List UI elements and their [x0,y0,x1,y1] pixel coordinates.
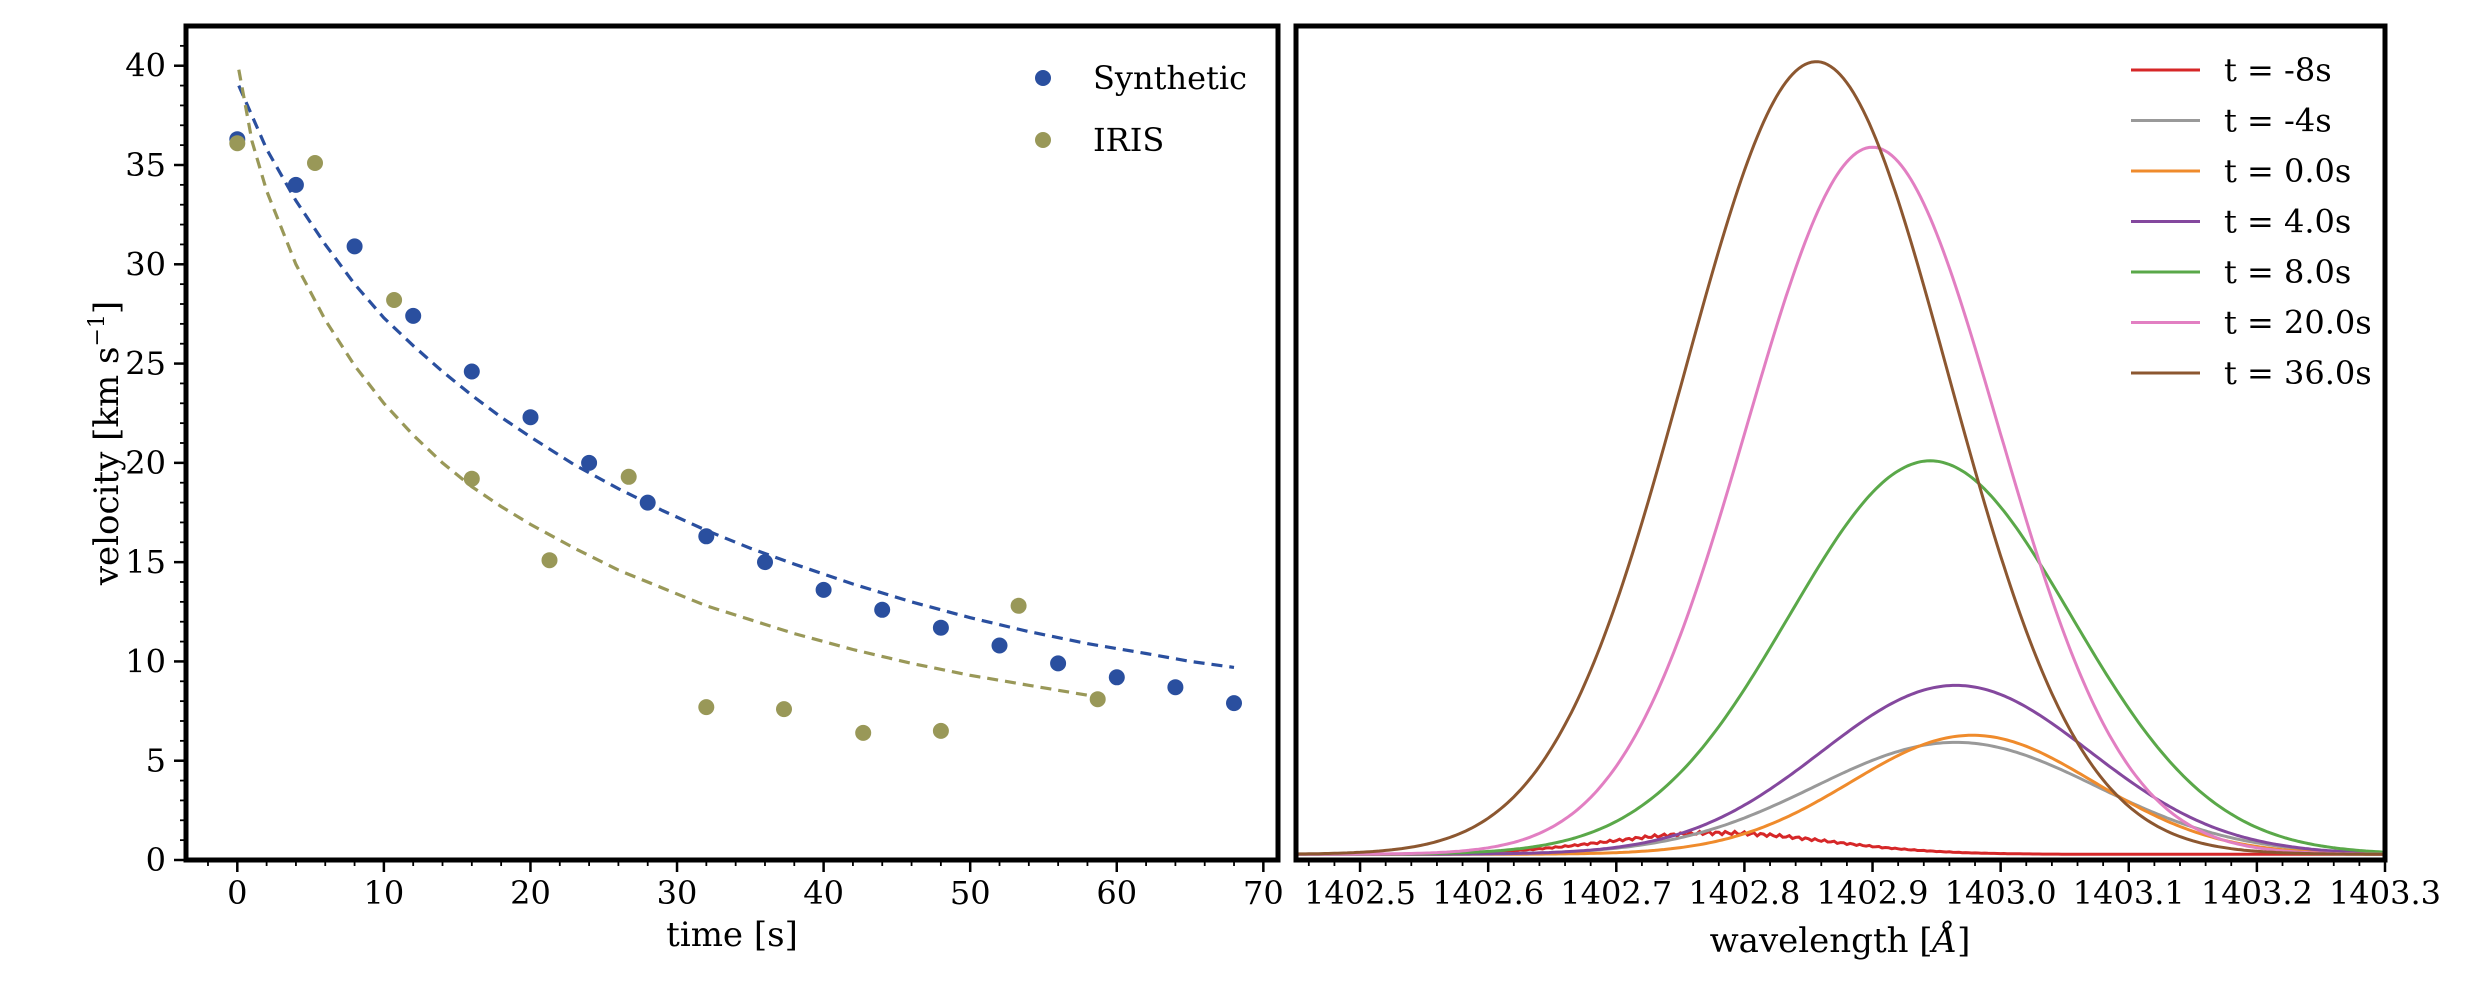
data-point-synthetic [991,637,1008,654]
data-point-synthetic [346,238,363,255]
y-axis-label: velocity [km s−1] [85,301,127,586]
x-tick-label: 10 [364,874,405,912]
x-tick-label: 60 [1096,874,1137,912]
data-point-synthetic [581,454,598,471]
profile-line-6 [1295,60,2385,856]
data-point-synthetic [1108,669,1125,686]
data-point-iris [855,724,872,741]
data-point-synthetic [639,494,656,511]
profile-line-5 [1296,145,2385,856]
y-tick-label: 0 [146,841,166,879]
x-tick-label: 30 [657,874,698,912]
legend-label-synthetic: Synthetic [1093,59,1247,97]
x-tick-label: 1402.9 [1817,874,1929,912]
x-tick-label: 20 [510,874,551,912]
legend-label-1: t = -4s [2224,102,2332,140]
y-tick-label: 35 [125,146,166,184]
data-point-synthetic [757,554,773,571]
data-point-iris [776,701,792,718]
y-tick-label: 30 [125,245,166,283]
legend-label-3: t = 4.0s [2224,203,2351,241]
data-point-synthetic [815,581,832,598]
legend-marker-synthetic [1035,70,1051,86]
velocity-chart-ticks: 0 10 20 30 40 50 60 70 0 5 10 15 20 25 30 35 40 [125,44,1284,912]
profile-line-4 [1296,459,2386,856]
y-tick-label: 25 [125,345,166,383]
data-point-synthetic [1226,695,1242,712]
x-tick-label: 50 [950,874,991,912]
data-point-iris [307,155,323,171]
data-point-synthetic [932,619,949,636]
x-tick-label: 1402.6 [1432,874,1544,912]
data-point-synthetic [405,307,422,324]
legend-label-2: t = 0.0s [2224,152,2351,190]
legend-label-0: t = -8s [2224,51,2332,89]
legend-label-5: t = 20.0s [2224,304,2372,342]
data-point-synthetic [522,409,539,426]
legend-label-4: t = 8.0s [2224,253,2351,291]
wavelength-chart-frame [1293,23,2388,863]
y-tick-label: 20 [125,444,166,482]
profile-line-1 [1296,740,2386,856]
y-tick-label: 5 [146,742,166,780]
y-tick-label: 10 [125,642,166,680]
x-tick-label: 1402.5 [1304,874,1416,912]
x-tick-label: 1402.7 [1560,874,1672,912]
data-point-synthetic [463,363,480,380]
data-point-iris [229,135,246,152]
data-point-iris [386,292,403,308]
fit-line-iris [237,69,1103,699]
x-tick-label: 1402.8 [1688,874,1800,912]
fit-line-synthetic [237,84,1235,669]
data-point-synthetic [698,528,715,545]
x-tick-label: 1403.3 [2329,874,2441,912]
x-tick-label: 1403.2 [2201,874,2313,912]
x-tick-label: 1403.1 [2073,874,2185,912]
data-point-iris [932,722,949,739]
data-point-iris [620,468,637,485]
velocity-chart: 0 10 20 30 40 50 60 70 0 5 10 15 20 25 30 35 40 time [s]… [85,23,1284,955]
wavelength-chart: 1402.5 1402.6 1402.7 1402.8 1402.9 1403.0 1403… [1293,23,2441,961]
x-tick-label: 70 [1243,874,1284,912]
data-point-iris [463,470,480,487]
x-tick-label: 1403.0 [1945,874,2057,912]
wavelength-plot-area [1295,60,2386,856]
velocity-legend: Synthetic IRIS [1035,59,1247,159]
y-tick-label: 15 [125,543,166,581]
wavelength-chart-ticks: 1402.5 1402.6 1402.7 1402.8 1402.9 1403.0 1403… [1304,860,2441,912]
data-point-synthetic [1167,679,1184,696]
data-point-iris [698,699,715,716]
legend-label-iris: IRIS [1093,121,1164,159]
data-point-iris [1010,597,1027,614]
legend-label-6: t = 36.0s [2224,354,2372,392]
data-point-synthetic [287,176,304,193]
x-tick-label: 0 [227,874,247,912]
x-tick-label: 40 [803,874,844,912]
profile-line-3 [1296,683,2386,856]
velocity-plot-area [229,69,1242,741]
wavelength-legend: t = -8s t = -4s t = 0.0s t = 4.0s t = 8.0s t … [2131,51,2372,392]
data-point-synthetic [874,601,891,618]
data-point-iris [541,552,558,569]
legend-marker-iris [1035,132,1051,148]
data-point-synthetic [1050,655,1067,672]
wavelength-axis-label: wavelength [Å] [1710,920,1971,961]
x-axis-label: time [s] [666,915,798,955]
data-point-iris [1089,691,1106,708]
y-tick-label: 40 [125,47,166,85]
